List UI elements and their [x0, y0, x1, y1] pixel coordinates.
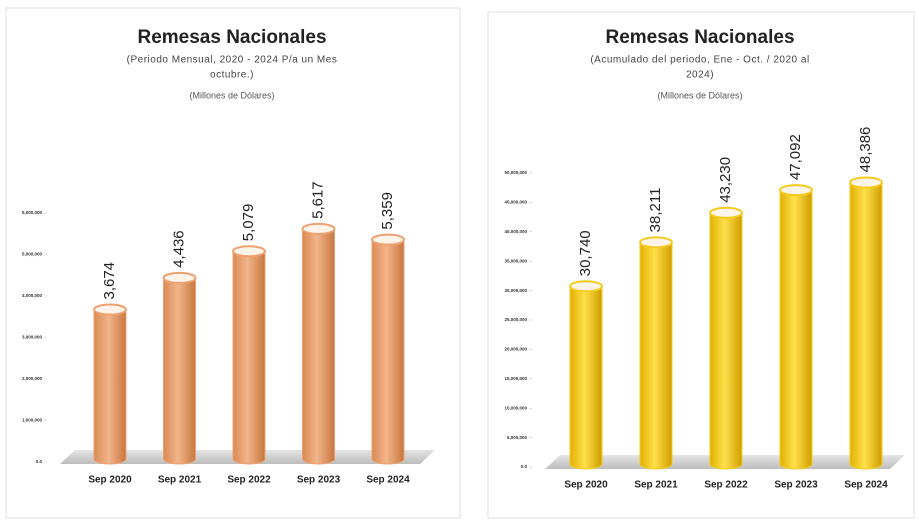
bar-cap [162, 271, 197, 284]
chart-title: Remesas Nacionales [605, 27, 794, 48]
data-label: 30,740 [577, 230, 594, 276]
data-label: 5,617 [309, 181, 326, 219]
y-tick-label: 1,000,000 [22, 418, 43, 423]
data-label: 48,386 [857, 127, 874, 173]
y-tick-label: 4,000,000 [22, 293, 43, 298]
chart-title: Remesas Nacionales [137, 27, 326, 48]
bar [779, 189, 813, 470]
bar [163, 277, 196, 465]
bar-cap [779, 184, 813, 197]
bar [232, 250, 266, 465]
chart-subtitle: octubre.) [210, 70, 254, 81]
y-tick-label: 50,000,000 [504, 170, 527, 175]
bar-cap [849, 176, 883, 189]
x-tick-label: Sep 2024 [844, 480, 888, 491]
y-tick-label: 0.0 [36, 459, 43, 464]
bar [849, 181, 883, 470]
chart-subtitle: (Acumulado del periodo, Ene - Oct. / 202… [590, 55, 809, 66]
x-tick-label: Sep 2021 [634, 480, 678, 491]
y-tick-label: 6,000,000 [22, 210, 43, 215]
y-tick-label: 5,000,000 [22, 252, 43, 257]
x-tick-label: Sep 2023 [297, 475, 341, 486]
y-tick-label: 45,000,000 [504, 200, 527, 205]
bar-cap [569, 280, 603, 293]
y-tick-label: 0.0 [521, 464, 528, 469]
y-tick-label: 10,000,000 [504, 405, 527, 410]
data-label: 4,436 [170, 230, 187, 268]
y-tick-label: 30,000,000 [504, 288, 527, 293]
y-tick-label: 3,000,000 [22, 335, 43, 340]
x-tick-label: Sep 2022 [704, 480, 748, 491]
unit-note: (Millones de Dólares) [657, 90, 742, 100]
chart-subtitle: (Periodo Mensual, 2020 - 2024 P/a un Mes [127, 55, 338, 66]
y-tick-label: 15,000,000 [504, 376, 527, 381]
data-label: 43,230 [717, 157, 734, 203]
data-label: 47,092 [787, 134, 804, 180]
bar [93, 309, 127, 465]
bar-cap [93, 303, 127, 316]
x-tick-label: Sep 2024 [366, 475, 410, 486]
chart-subtitle: 2024) [686, 70, 714, 81]
y-tick-label: 2,000,000 [22, 376, 43, 381]
x-tick-label: Sep 2020 [564, 480, 608, 491]
bar-cap [371, 233, 405, 246]
panel [5, 7, 461, 519]
data-label: 5,359 [379, 192, 396, 230]
bar-cap [232, 245, 266, 258]
y-tick-label: 5,000,000 [507, 435, 528, 440]
bar-cap [301, 222, 336, 235]
x-tick-label: Sep 2023 [774, 480, 818, 491]
bar [569, 285, 603, 470]
bar [709, 212, 743, 470]
x-tick-label: Sep 2021 [158, 475, 202, 486]
data-label: 5,079 [240, 204, 257, 242]
bar-cap [639, 236, 673, 249]
bar-cap [709, 206, 743, 219]
panel [487, 11, 915, 519]
y-tick-label: 40,000,000 [504, 229, 527, 234]
bar [371, 239, 405, 465]
data-label: 38,211 [647, 188, 664, 233]
x-tick-label: Sep 2020 [88, 475, 132, 486]
y-tick-label: 35,000,000 [504, 258, 527, 263]
y-tick-label: 25,000,000 [504, 317, 527, 322]
y-tick-label: 20,000,000 [504, 347, 527, 352]
unit-note: (Millones de Dólares) [189, 90, 274, 100]
bar [302, 228, 335, 465]
data-label: 3,674 [101, 262, 118, 300]
x-tick-label: Sep 2022 [227, 475, 271, 486]
bar [639, 241, 673, 470]
